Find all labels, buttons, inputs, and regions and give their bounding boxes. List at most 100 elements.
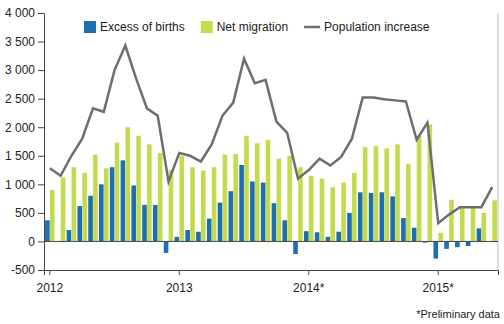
bar: [175, 237, 180, 242]
bar: [50, 190, 55, 241]
y-tick-label: 2 000: [5, 121, 35, 135]
legend-label: Population increase: [324, 20, 430, 34]
bar: [115, 143, 120, 242]
bar: [244, 136, 249, 242]
bar: [164, 241, 169, 252]
bar: [136, 136, 141, 242]
bar: [477, 228, 482, 241]
bar: [153, 205, 158, 242]
bar: [131, 185, 136, 241]
bar: [380, 192, 385, 241]
x-tick: 2015*: [423, 270, 455, 295]
bar: [223, 155, 228, 242]
bar: [142, 205, 147, 242]
y-tick: 3 500: [5, 35, 44, 49]
bar: [255, 143, 260, 241]
chart: -50005001 0001 5002 0002 5003 0003 5004 …: [0, 0, 504, 324]
bar: [82, 173, 87, 242]
bar: [293, 241, 298, 254]
y-tick-label: 3 500: [5, 35, 35, 49]
y-tick-mark: [38, 156, 44, 157]
bar: [45, 220, 50, 241]
x-tick-mark: [49, 270, 50, 275]
bar: [326, 237, 331, 242]
bar: [67, 230, 72, 241]
bar: [110, 167, 115, 241]
bar: [272, 203, 277, 241]
bar: [61, 177, 66, 241]
bar-series: [45, 160, 481, 258]
x-axis: 201220132014*2015*: [36, 270, 498, 295]
legend-swatch: [304, 26, 320, 29]
legend: Excess of birthsNet migrationPopulation …: [84, 20, 430, 34]
y-tick-mark: [38, 213, 44, 214]
bar: [412, 228, 417, 242]
x-axis-line: [45, 271, 499, 276]
bar: [282, 220, 287, 241]
bar: [352, 173, 357, 242]
bar: [320, 179, 325, 242]
bar: [401, 218, 406, 241]
bar: [395, 144, 400, 241]
y-axis: -50005001 0001 5002 0002 5003 0003 5004 …: [5, 6, 45, 277]
y-tick: 2 500: [5, 92, 44, 106]
bar: [309, 176, 314, 242]
bar: [369, 193, 374, 242]
bar: [218, 203, 223, 242]
bar: [77, 206, 82, 241]
bar: [277, 159, 282, 242]
bar: [330, 187, 335, 241]
x-tick-mark: [438, 270, 439, 275]
bar: [99, 184, 104, 241]
bar: [336, 232, 341, 242]
bar: [460, 207, 465, 241]
bar: [374, 146, 379, 241]
bar: [266, 140, 271, 242]
plot-area: [44, 46, 498, 259]
bar: [438, 233, 443, 242]
bar: [212, 167, 217, 241]
y-tick-mark: [38, 13, 44, 14]
frame-right: [498, 13, 499, 270]
bar: [455, 241, 460, 247]
bar: [147, 144, 152, 241]
x-tick-mark: [308, 270, 309, 275]
zero-line: [44, 241, 498, 242]
bar: [72, 167, 77, 241]
bar: [287, 156, 292, 242]
y-tick: 2 000: [5, 121, 44, 135]
bar: [492, 200, 497, 241]
bar: [384, 148, 389, 241]
bar: [201, 171, 206, 242]
y-tick-mark: [38, 99, 44, 100]
y-tick: 0: [28, 235, 44, 249]
y-tick: 1 000: [5, 178, 44, 192]
y-tick-label: 1 000: [5, 178, 35, 192]
bar: [347, 213, 352, 242]
y-tick-mark: [38, 241, 44, 242]
bar: [239, 165, 244, 242]
y-axis-line: [44, 14, 45, 271]
bar: [341, 183, 346, 242]
x-tick: 2012: [36, 270, 63, 295]
y-tick-label: 3 000: [5, 63, 35, 77]
bar: [190, 167, 195, 241]
bar: [233, 154, 238, 241]
bar: [207, 219, 212, 242]
bar: [228, 191, 233, 241]
x-tick-label: 2013: [166, 281, 193, 295]
y-tick-mark: [38, 127, 44, 128]
y-tick-label: 500: [15, 206, 35, 220]
bar: [158, 153, 163, 242]
bar: [104, 168, 109, 241]
bar: [466, 241, 471, 246]
line: [50, 46, 492, 224]
y-tick-label: 4 000: [5, 6, 35, 20]
bar: [406, 164, 411, 242]
bar: [482, 213, 487, 242]
bar: [196, 232, 201, 242]
bar: [93, 155, 98, 242]
bar: [121, 160, 126, 241]
bar: [250, 181, 255, 241]
y-tick: 3 000: [5, 63, 44, 77]
